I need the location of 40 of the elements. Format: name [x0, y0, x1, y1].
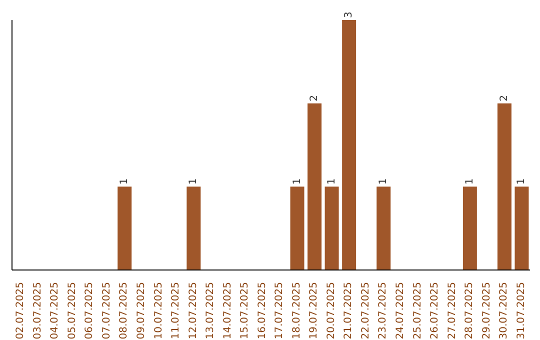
x-tick-label: 07.07.2025 [101, 282, 112, 340]
data-label: 3 [344, 12, 355, 18]
x-tick-label: 15.07.2025 [240, 282, 251, 340]
x-tick-label: 08.07.2025 [118, 282, 130, 340]
data-label: 1 [292, 178, 303, 185]
x-tick-label: 18.07.2025 [291, 282, 302, 340]
x-tick-label: 16.07.2025 [256, 282, 268, 340]
data-label: 1 [516, 178, 528, 185]
data-label: 1 [119, 178, 130, 185]
data-label: 1 [464, 178, 476, 185]
x-tick-label: 13.07.2025 [205, 282, 216, 340]
x-tick-label: 31.07.2025 [516, 282, 527, 340]
data-label: 1 [378, 178, 390, 185]
x-tick-label: 04.07.2025 [50, 282, 61, 340]
x-tick-label: 25.07.2025 [412, 282, 424, 340]
x-tick-label: 26.07.2025 [430, 282, 441, 340]
x-tick-label: 02.07.2025 [15, 282, 26, 340]
data-label: 2 [498, 94, 510, 102]
x-tick-label: 22.07.2025 [360, 282, 372, 340]
x-tick-label: 10.07.2025 [153, 282, 164, 340]
x-tick-label: 11.07.2025 [170, 282, 182, 340]
data-label: 1 [188, 178, 200, 185]
x-tick-label: 03.07.2025 [32, 282, 44, 340]
x-tick-label: 23.07.2025 [378, 282, 389, 340]
x-tick-label: 27.07.2025 [446, 282, 458, 340]
x-tick-label: 09.07.2025 [136, 282, 147, 340]
x-tick-label: 20.07.2025 [326, 282, 337, 340]
x-tick-label: 12.07.2025 [188, 282, 199, 340]
x-tick-label: 30.07.2025 [498, 282, 510, 340]
x-tick-label: 19.07.2025 [308, 282, 320, 340]
x-tick-label: 28.07.2025 [464, 282, 476, 340]
data-label: 2 [309, 94, 320, 102]
x-tick-label: 29.07.2025 [481, 282, 492, 340]
x-tick-label: 17.07.2025 [274, 282, 286, 340]
data-label: 1 [326, 178, 338, 185]
x-tick-label: 21.07.2025 [343, 282, 354, 340]
x-tick-label: 05.07.2025 [66, 282, 78, 340]
x-tick-label: 24.07.2025 [395, 282, 406, 340]
x-tick-label: 06.07.2025 [84, 282, 96, 340]
x-tick-label: 14.07.2025 [222, 282, 234, 340]
